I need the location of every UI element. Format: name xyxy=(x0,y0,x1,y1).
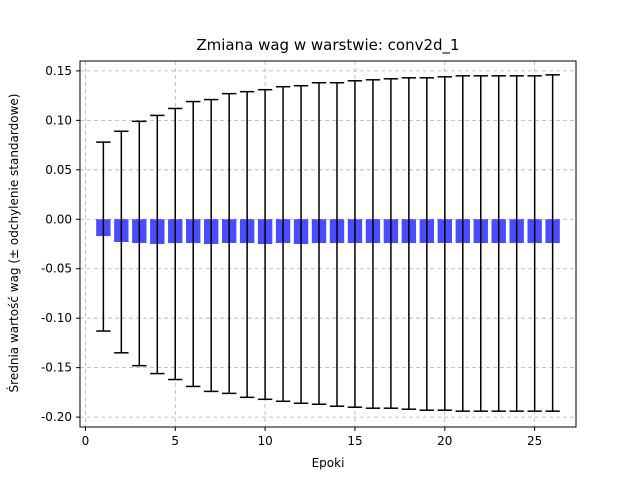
x-axis-label: Epoki xyxy=(312,456,345,470)
y-tick-label: 0.15 xyxy=(45,64,72,78)
y-tick-label: 0.05 xyxy=(45,163,72,177)
axis-ticks: 0 5 10 15 20 25 -0.20 -0.15 -0.10 -0.05 0.00 0.05 0.… xyxy=(41,64,542,448)
x-tick-label: 25 xyxy=(527,434,542,448)
error-bars xyxy=(96,74,560,412)
y-tick-label: -0.15 xyxy=(41,361,72,375)
plot-frame xyxy=(79,60,577,428)
x-tick-label: 20 xyxy=(437,434,452,448)
y-axis-label: Średnia wartość wag (± odchylenie standa… xyxy=(6,94,21,393)
chart-title: Zmiana wag w warstwie: conv2d_1 xyxy=(196,36,459,55)
y-tick-label: 0.00 xyxy=(45,212,72,226)
y-tick-label: -0.10 xyxy=(41,311,72,325)
y-tick-label: -0.20 xyxy=(41,410,72,424)
y-tick-label: 0.10 xyxy=(45,113,72,127)
x-tick-label: 10 xyxy=(257,434,272,448)
x-tick-label: 15 xyxy=(347,434,362,448)
x-tick-label: 0 xyxy=(82,434,90,448)
y-tick-label: -0.05 xyxy=(41,262,72,276)
x-tick-label: 5 xyxy=(171,434,179,448)
